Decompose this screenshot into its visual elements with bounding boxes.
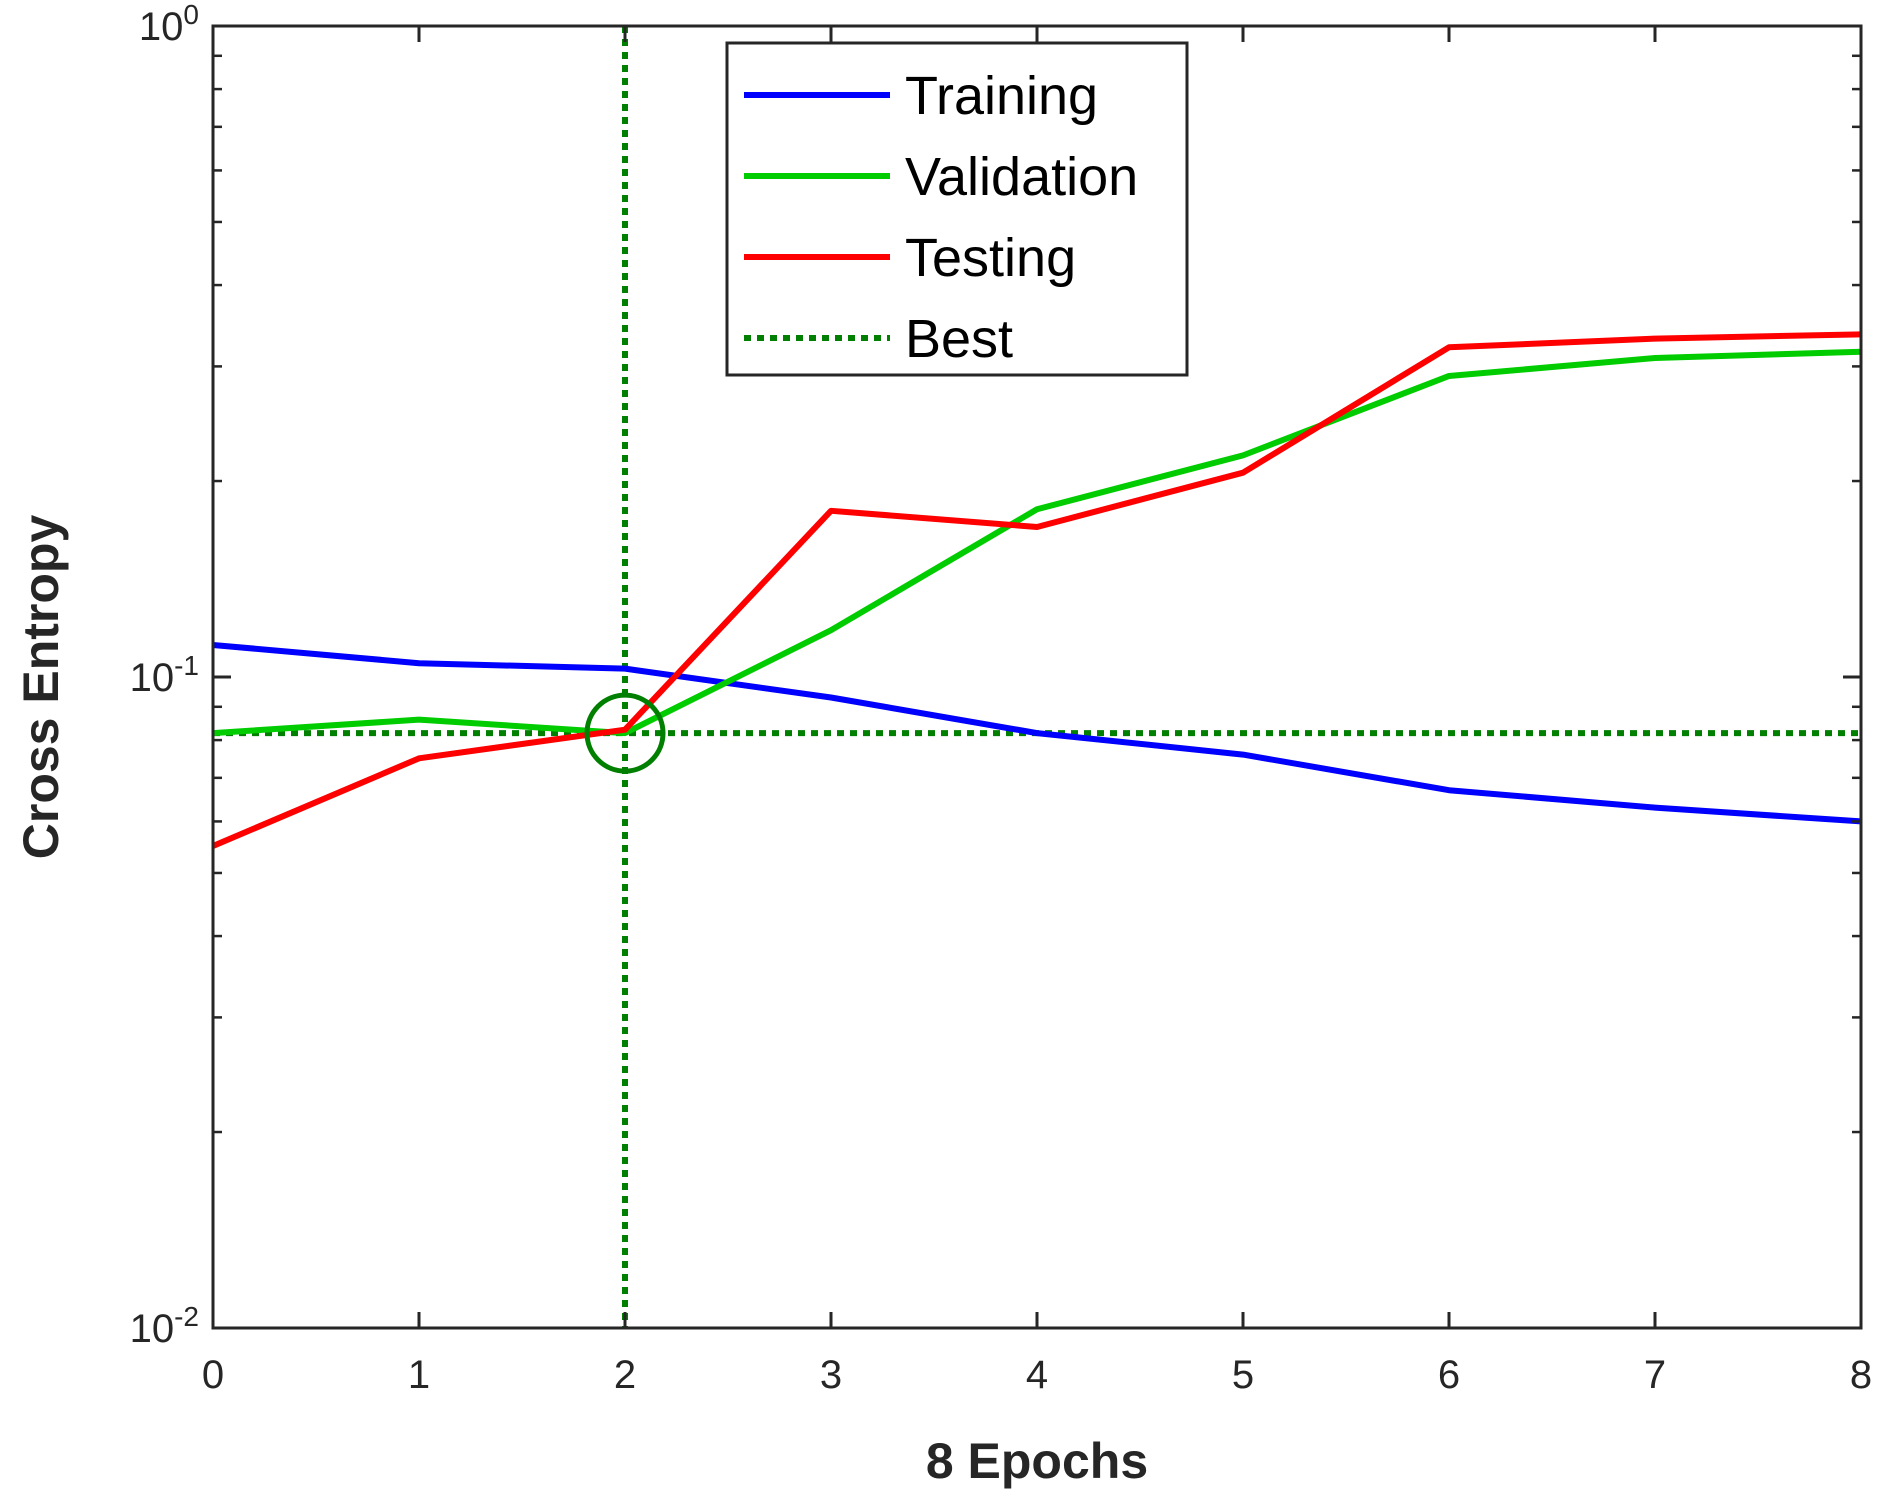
y-tick-label: 10-1 xyxy=(130,650,199,700)
legend-label-testing: Testing xyxy=(905,228,1076,288)
best-marker-circle xyxy=(584,692,666,774)
x-tick-label: 6 xyxy=(1438,1353,1460,1397)
x-tick-label: 1 xyxy=(408,1353,430,1397)
legend: Training Validation Testing Best xyxy=(725,41,1189,377)
y-tick-label: 100 xyxy=(139,0,199,49)
series-line-testing xyxy=(211,331,1862,849)
legend-box xyxy=(725,41,1189,377)
x-tick-label: 2 xyxy=(614,1353,636,1397)
x-tick-label: 3 xyxy=(820,1353,842,1397)
series-line-validation xyxy=(212,348,1862,737)
plot-marks xyxy=(211,26,1862,1328)
x-axis-label: 8 Epochs xyxy=(926,1433,1148,1489)
x-tick-label: 8 xyxy=(1850,1353,1872,1397)
y-axis-label: Cross Entropy xyxy=(13,515,69,860)
x-tick-label: 7 xyxy=(1644,1353,1666,1397)
legend-label-best: Best xyxy=(905,309,1013,369)
y-tick-label: 10-2 xyxy=(130,1301,199,1351)
tick-group: 0 1 2 3 4 5 6 7 8 10-2 10-1 100 xyxy=(130,0,1873,1397)
legend-label-training: Training xyxy=(905,66,1098,126)
x-tick-label: 4 xyxy=(1026,1353,1048,1397)
series-line-training xyxy=(212,641,1862,825)
x-tick-label: 0 xyxy=(202,1353,224,1397)
legend-label-validation: Validation xyxy=(905,147,1138,207)
x-tick-label: 5 xyxy=(1232,1353,1254,1397)
